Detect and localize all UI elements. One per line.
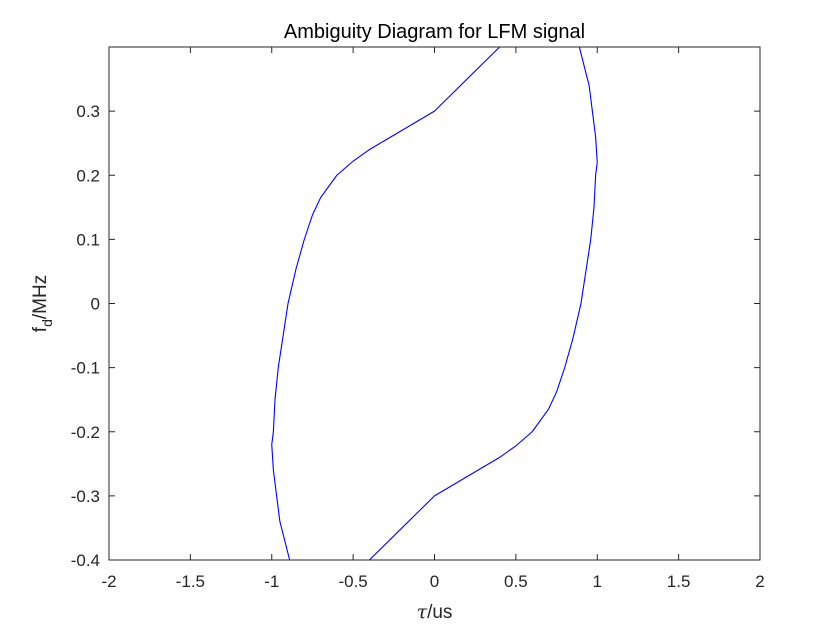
curve-group [271,47,598,560]
chart-title: Ambiguity Diagram for LFM signal [284,21,585,43]
x-tick-label: 0 [430,572,439,591]
x-tick-label: 1.5 [667,572,691,591]
y-ticks: -0.4 -0.3 -0.2 -0.1 0 0.1 0.2 0.3 [71,102,760,570]
y-tick-label: -0.2 [71,423,100,442]
y-tick-label: -0.3 [71,487,100,506]
x-tick-label: -0.5 [338,572,367,591]
contour-line-1 [271,47,500,560]
plot-area [109,47,760,560]
y-tick-label: 0.3 [76,102,100,121]
x-tick-label: -1 [264,572,279,591]
x-tick-label: 2 [755,572,764,591]
contour-line-2 [369,47,598,560]
x-axis-label: τ/us [417,601,453,623]
y-tick-label: 0.1 [76,230,100,249]
y-tick-label: 0.2 [76,166,100,185]
x-tick-label: 1 [593,572,602,591]
y-tick-label: 0 [91,295,100,314]
x-ticks: -2 -1.5 -1 -0.5 0 0.5 1 1.5 2 [101,47,765,591]
y-axis-label: fd/MHz [30,275,55,332]
axes-box [108,46,761,561]
y-tick-label: -0.4 [71,551,100,570]
x-tick-label: -1.5 [176,572,205,591]
y-tick-label: -0.1 [71,359,100,378]
x-tick-label: 0.5 [504,572,528,591]
x-tick-label: -2 [101,572,116,591]
